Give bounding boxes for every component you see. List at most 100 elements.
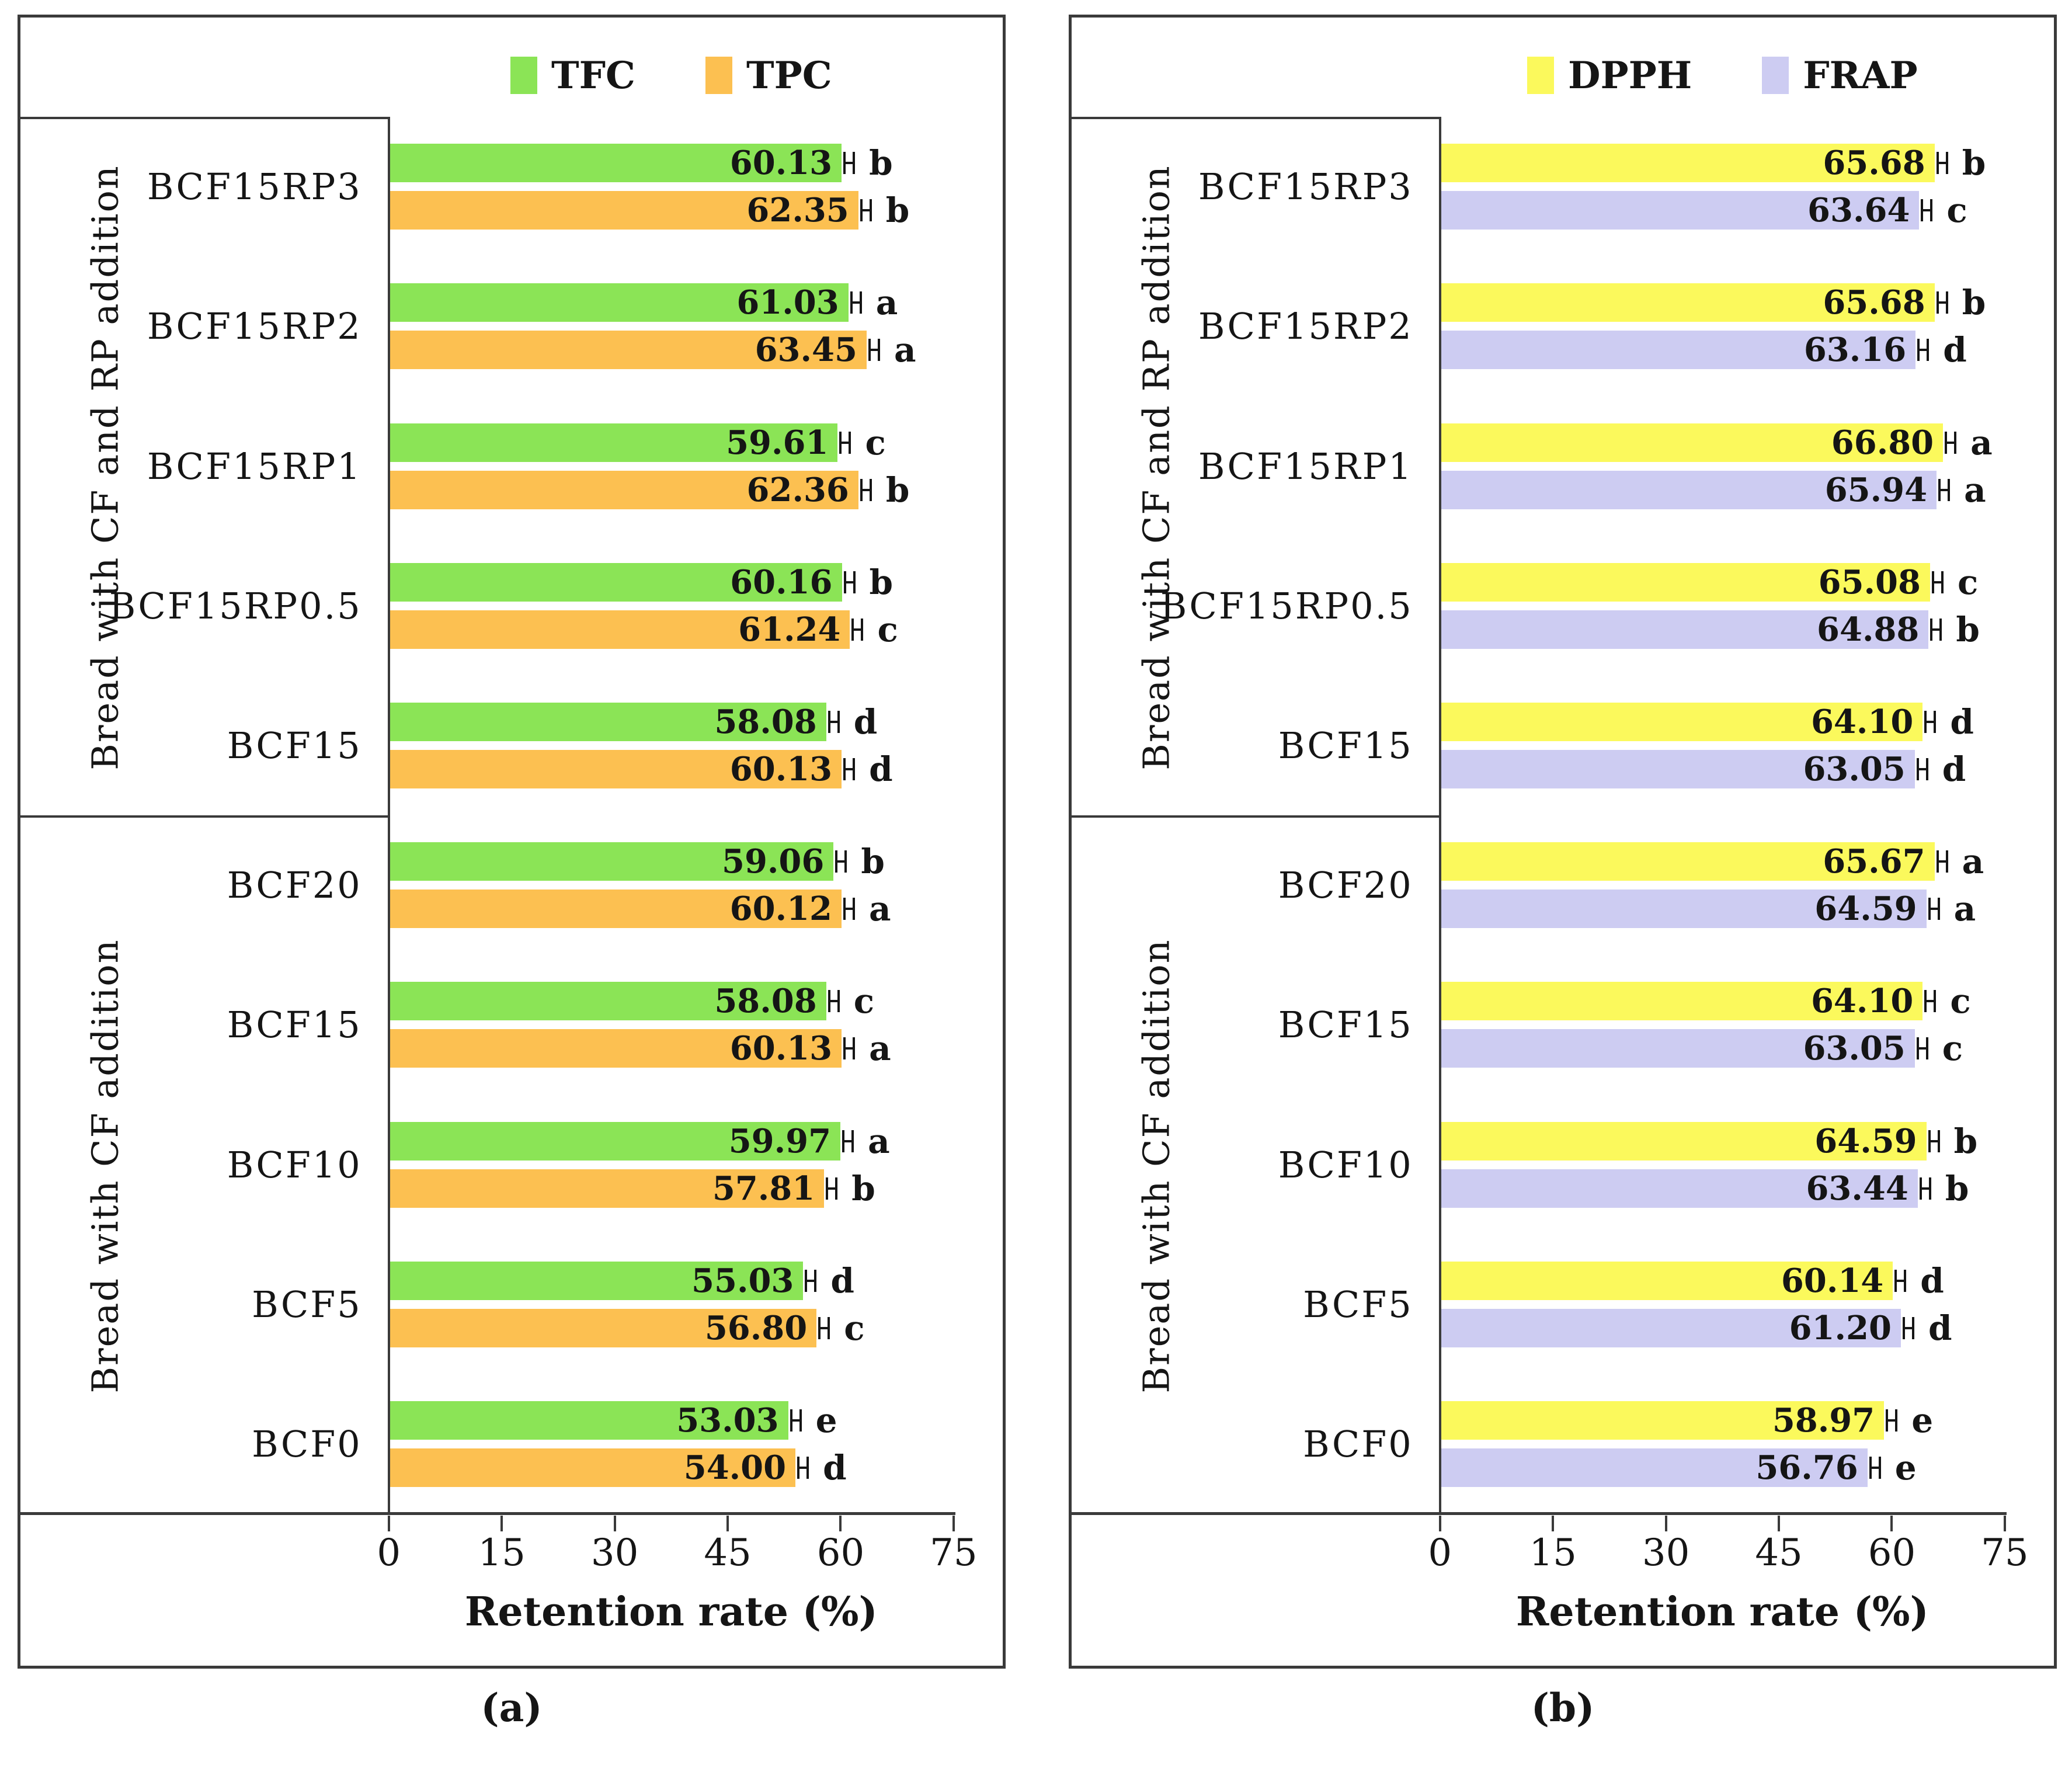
bar-value-label: 62.35 — [746, 191, 849, 230]
bars-cell: 59.97 a 57.81 b — [388, 1095, 1003, 1234]
bar-value-label: 59.97 — [728, 1121, 832, 1161]
category-label: BCF0 — [1303, 1422, 1413, 1465]
error-bar-icon — [1924, 990, 1937, 1013]
x-tick-label: 75 — [930, 1531, 978, 1575]
legend-label: TFC — [551, 53, 635, 98]
bar-dpph-bcf15rp2: 65.68 — [1440, 283, 1935, 322]
group-label: Bread with CF and RP addition — [1095, 119, 1218, 815]
error-bar-icon — [835, 850, 847, 873]
significance-letter: a — [868, 1121, 890, 1161]
bar-line: 65.94 a — [1440, 470, 2054, 510]
error-bar-icon — [1938, 478, 1951, 501]
error-bar-icon — [1894, 1269, 1907, 1292]
category-row: BCF5 55.03 d 56.80 c — [20, 1235, 1003, 1374]
significance-letter: c — [1950, 981, 1971, 1022]
bar-value-label: 61.24 — [738, 610, 841, 649]
bar-dpph-bcf15: 64.10 — [1440, 982, 1923, 1021]
bar-tfc-bcf15rp2: 61.03 — [388, 283, 849, 322]
bar-frap-bcf5: 61.20 — [1440, 1308, 1901, 1347]
bars-cell: 53.03 e 54.00 d — [388, 1374, 1003, 1514]
bar-value-label: 64.88 — [1817, 610, 1920, 649]
y-axis-line — [387, 117, 390, 1514]
legend-label: DPPH — [1568, 53, 1692, 98]
bar-line: 59.61 c — [388, 422, 1003, 463]
error-bar-icon — [860, 199, 872, 222]
bar-dpph-bcf15rp1: 66.80 — [1440, 423, 1944, 462]
category-row: BCF15 64.10 c 63.05 c — [1072, 955, 2054, 1095]
error-bar-icon — [1928, 1130, 1940, 1152]
bar-line: 64.88 b — [1440, 610, 2054, 649]
axis-footer: 0 15 30 45 60 75 Retention rate (%) — [1072, 1514, 2054, 1666]
bar-tpc-bcf5: 56.80 — [388, 1308, 817, 1347]
significance-letter: b — [1945, 1168, 1969, 1208]
bars-cell: 65.08 c 64.88 b — [1440, 536, 2054, 676]
bar-line: 62.35 b — [388, 190, 1003, 230]
bar-value-label: 59.06 — [721, 842, 825, 881]
category-row: BCF15RP0.5 60.16 b 61.24 c — [20, 536, 1003, 676]
bar-tfc-bcf15rp0.5: 60.16 — [388, 562, 842, 602]
bar-tpc-bcf15rp0.5: 61.24 — [388, 610, 850, 649]
legend-item-tpc: TPC — [705, 54, 832, 98]
bar-value-label: 60.13 — [729, 1029, 833, 1068]
bar-tfc-bcf15: 58.08 — [388, 982, 826, 1021]
bar-value-label: 63.05 — [1803, 749, 1906, 788]
error-bar-icon — [850, 291, 862, 314]
x-axis-line — [1072, 1512, 2007, 1515]
bar-tpc-bcf15: 60.13 — [388, 749, 842, 788]
significance-letter: a — [1964, 470, 1986, 510]
category-row: BCF5 60.14 d 61.20 d — [1072, 1235, 2054, 1374]
significance-letter: c — [865, 422, 886, 463]
bar-line: 58.97 e — [1440, 1401, 2054, 1440]
category-label: BCF15 — [227, 724, 362, 767]
significance-letter: b — [851, 1168, 875, 1208]
x-axis-tick — [952, 1516, 955, 1531]
bar-frap-bcf15: 63.05 — [1440, 749, 1915, 788]
error-bar-icon — [1936, 291, 1948, 314]
error-bar-icon — [1919, 1177, 1931, 1200]
bar-value-label: 53.03 — [676, 1401, 779, 1440]
significance-letter: d — [1950, 701, 1974, 742]
bar-line: 57.81 b — [388, 1168, 1003, 1208]
bars-cell: 65.67 a 64.59 a — [1440, 815, 2054, 955]
error-bar-icon — [843, 758, 856, 780]
bar-dpph-bcf15rp0.5: 65.08 — [1440, 562, 1930, 602]
bar-value-label: 60.14 — [1781, 1261, 1884, 1300]
group-label: Bread with CF addition — [1095, 818, 1218, 1514]
x-axis-tick — [839, 1516, 842, 1531]
significance-letter: d — [823, 1447, 847, 1488]
significance-letter: d — [853, 701, 878, 742]
x-axis-tick — [1552, 1516, 1555, 1531]
significance-letter: d — [1943, 330, 1967, 370]
significance-letter: a — [869, 1029, 891, 1069]
rows-container: BCF15RP3 65.68 b 63.64 c BCF15RP2 65.68 b 63.16 d… — [1072, 117, 2054, 1514]
bar-dpph-bcf15: 64.10 — [1440, 702, 1923, 741]
x-axis-title: Retention rate (%) — [464, 1589, 878, 1635]
bar-frap-bcf15rp3: 63.64 — [1440, 191, 1920, 230]
bar-value-label: 64.59 — [1814, 1121, 1917, 1161]
category-label: BCF10 — [227, 1143, 362, 1186]
bar-frap-bcf0: 56.76 — [1440, 1448, 1868, 1487]
bar-tfc-bcf15: 58.08 — [388, 702, 826, 741]
bar-tfc-bcf15rp1: 59.61 — [388, 423, 838, 462]
bar-dpph-bcf20: 65.67 — [1440, 842, 1935, 881]
bar-value-label: 60.13 — [729, 749, 833, 788]
significance-letter: b — [1953, 1121, 1978, 1161]
error-bar-icon — [1945, 431, 1957, 454]
bar-line: 58.08 c — [388, 981, 1003, 1021]
bar-line: 56.80 c — [388, 1308, 1003, 1348]
error-bar-icon — [1921, 199, 1933, 222]
bar-value-label: 65.68 — [1823, 144, 1925, 183]
significance-letter: b — [1962, 143, 1986, 183]
bar-value-label: 65.94 — [1824, 470, 1928, 509]
legend-item-dpph: DPPH — [1527, 54, 1692, 98]
axis-footer: 0 15 30 45 60 75 Retention rate (%) — [20, 1514, 1003, 1666]
bar-value-label: 65.67 — [1823, 842, 1925, 881]
error-bar-icon — [797, 1456, 809, 1479]
significance-letter: b — [869, 143, 893, 183]
error-bar-icon — [1928, 898, 1940, 920]
error-bar-icon — [868, 339, 880, 362]
category-row: BCF15RP2 65.68 b 63.16 d — [1072, 256, 2054, 396]
bars-cell: 58.08 c 60.13 a — [388, 955, 1003, 1095]
significance-letter: a — [869, 889, 891, 929]
category-label: BCF15RP2 — [1198, 305, 1413, 348]
